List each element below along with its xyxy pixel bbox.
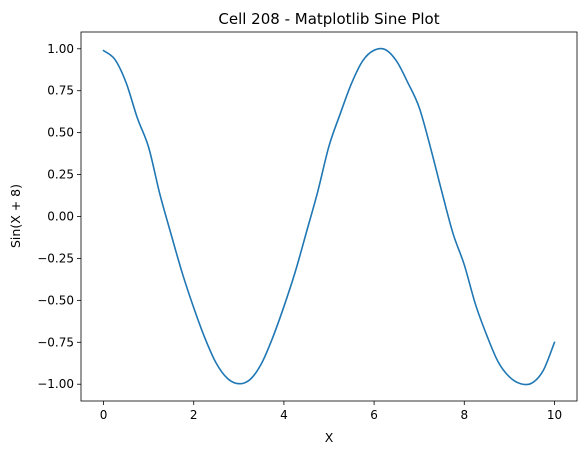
x-axis: 0 2 4 6 8 10 xyxy=(100,401,562,422)
plot-area xyxy=(81,32,577,401)
series-layer xyxy=(102,47,556,386)
y-axis-label: Sin(X + 8) xyxy=(8,184,23,248)
y-tick-label: −0.25 xyxy=(37,251,74,265)
y-tick-label: −0.50 xyxy=(37,293,74,307)
y-axis: 1.00 0.75 0.50 0.25 0.00 −0.25 −0.50 −0.75 −1.00 xyxy=(37,42,81,391)
x-axis-label: X xyxy=(325,430,334,445)
y-tick-label: 0.25 xyxy=(47,168,74,182)
x-tick-label: 6 xyxy=(370,408,378,422)
x-tick-label: 8 xyxy=(460,408,468,422)
y-tick-label: −1.00 xyxy=(37,377,74,391)
y-tick-label: 0.00 xyxy=(47,210,74,224)
y-tick-label: −0.75 xyxy=(37,335,74,349)
y-tick-label: 0.75 xyxy=(47,84,74,98)
x-tick-label: 2 xyxy=(190,408,198,422)
x-tick-label: 10 xyxy=(547,408,562,422)
x-tick-label: 0 xyxy=(100,408,108,422)
x-tick-label: 4 xyxy=(280,408,288,422)
y-tick-label: 0.50 xyxy=(47,126,74,140)
chart-title: Cell 208 - Matplotlib Sine Plot xyxy=(218,10,439,28)
plot-frame xyxy=(80,31,578,402)
sine-series-line xyxy=(102,47,556,386)
y-tick-label: 1.00 xyxy=(47,42,74,56)
